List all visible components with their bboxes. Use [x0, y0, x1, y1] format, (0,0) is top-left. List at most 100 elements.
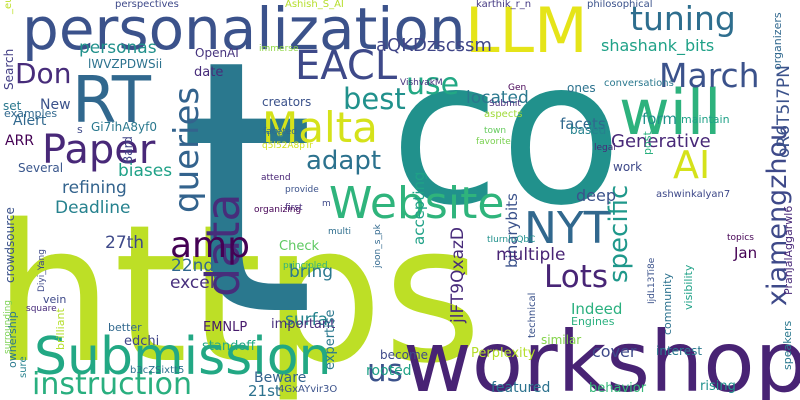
word: Generative	[611, 131, 711, 152]
word: Gi7ihA8yf0	[91, 120, 158, 134]
word: Several	[18, 161, 64, 175]
word: organizing	[254, 205, 302, 215]
word: crowdsource	[3, 207, 17, 283]
word: accepting	[410, 171, 428, 245]
word: refining	[62, 178, 127, 198]
word: 22nd	[171, 256, 215, 276]
word: Bard	[121, 136, 135, 164]
word: organizers	[771, 12, 784, 70]
word: shashank_bits	[601, 36, 715, 55]
word: will	[619, 76, 722, 149]
word: instruction	[32, 367, 193, 400]
word: Check	[279, 239, 319, 254]
word: us	[367, 353, 403, 389]
word: best	[343, 82, 406, 116]
word: better	[108, 321, 142, 334]
word: Engines	[571, 315, 615, 328]
word: adapt	[306, 146, 382, 176]
word: karthik_r_n	[476, 0, 532, 10]
word: b3cZSixtt5	[130, 365, 185, 376]
word: post	[641, 131, 654, 155]
word: community	[661, 272, 674, 335]
word: featured	[491, 380, 551, 396]
word: visibility	[682, 264, 695, 310]
word: edchi	[124, 334, 160, 349]
word: bring	[289, 262, 334, 282]
word: cover	[592, 342, 637, 361]
word: queries	[167, 86, 207, 213]
word: Paper	[42, 127, 156, 173]
word: RT	[72, 64, 151, 138]
word: s	[77, 123, 83, 136]
word: Gen	[508, 83, 527, 93]
word: LLM	[465, 0, 588, 67]
word: co	[390, 17, 623, 250]
word: Don	[15, 57, 72, 90]
word: provide	[285, 185, 319, 195]
word: located	[466, 88, 529, 108]
word: oR6T5I7PN	[774, 64, 794, 158]
word: surfa	[285, 310, 329, 330]
word: work	[613, 160, 643, 174]
word: tIurnluQbC	[487, 235, 536, 245]
word: PranjalAggarwl6	[782, 205, 795, 295]
word: OpenAI	[195, 46, 239, 60]
word: aspects	[484, 109, 523, 120]
word: similar	[541, 333, 582, 347]
word: creators	[262, 95, 312, 109]
word: EACL	[295, 43, 398, 89]
word: ARR	[5, 133, 35, 149]
word: use	[406, 67, 460, 102]
word: ones	[567, 81, 596, 95]
word: Perplexity	[471, 346, 536, 361]
word: faceted	[263, 127, 297, 137]
word: perspectives	[115, 0, 179, 10]
word: Alert	[13, 113, 47, 129]
word: rising	[700, 379, 736, 394]
word: interest	[656, 344, 703, 358]
word: t	[178, 0, 316, 393]
word: lWVZPDWSii	[88, 57, 163, 71]
word: 21st	[248, 382, 281, 400]
word: help	[264, 129, 284, 139]
word: 27th	[105, 233, 145, 253]
word: Jan	[734, 244, 758, 262]
word: EMNLP	[203, 320, 248, 335]
word: standoff	[202, 339, 256, 354]
word: expertise	[323, 309, 338, 370]
word: multi	[328, 227, 352, 237]
word: _eunjeong_hwang	[3, 0, 14, 14]
word: Malta	[262, 103, 378, 152]
word: philosophical	[587, 0, 653, 10]
word: conversations	[604, 78, 674, 89]
word: principled	[283, 261, 328, 271]
word: excel	[170, 273, 215, 293]
word: brilliant	[54, 308, 67, 350]
word: joon_s_pk	[373, 224, 383, 268]
word: VishvakM	[400, 78, 443, 88]
word: important	[271, 317, 336, 332]
word: amp	[170, 225, 250, 266]
word: biases	[118, 161, 173, 181]
word: form	[642, 110, 677, 128]
word: aQKDzscssm	[376, 35, 492, 56]
word: legal	[594, 143, 616, 153]
word: March	[659, 56, 760, 95]
word: personalization	[22, 0, 466, 63]
word: Submission	[34, 327, 332, 387]
word: Submit	[489, 99, 521, 109]
word: square	[26, 304, 57, 314]
word: Search	[2, 48, 16, 90]
word: AI	[673, 143, 711, 187]
word: q5l52A8pTr	[262, 141, 313, 151]
word: attend	[261, 173, 291, 183]
word: technical	[527, 292, 538, 338]
word: Beware	[254, 370, 307, 386]
word: sure	[18, 356, 29, 378]
word: Ashish_S_AI	[285, 0, 344, 10]
word: date	[194, 65, 224, 80]
word: jlFT9QxazD	[448, 227, 468, 323]
word: based	[570, 123, 607, 137]
word: NYT	[524, 203, 611, 254]
